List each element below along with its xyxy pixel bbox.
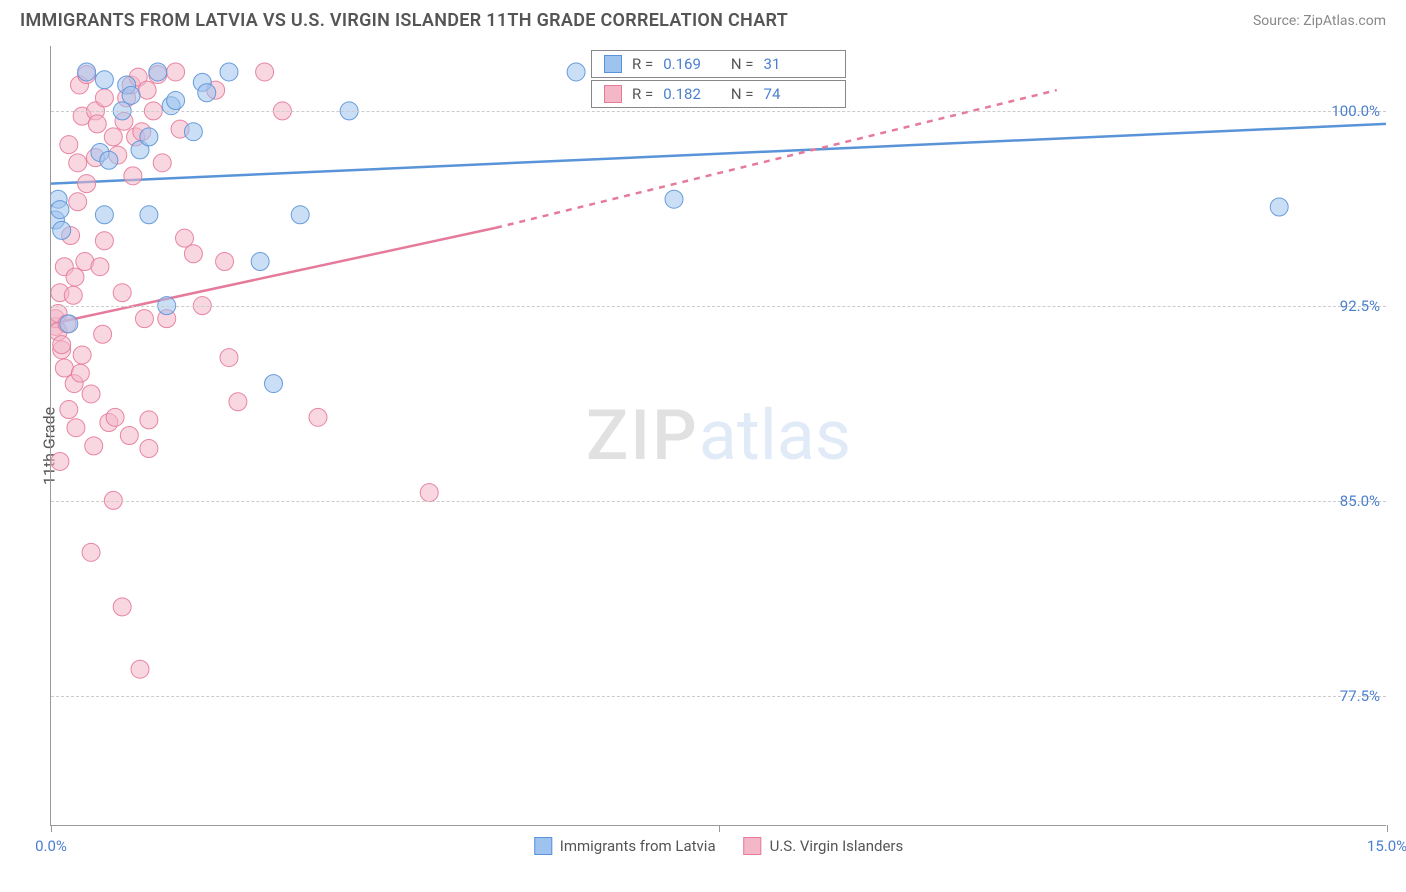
chart-title: IMMIGRANTS FROM LATVIA VS U.S. VIRGIN IS… — [20, 10, 788, 31]
x-tick-label: 0.0% — [35, 837, 67, 855]
gridline — [51, 501, 1386, 502]
plot-area: ZIPatlas R = 0.169 N = 31 R = 0.182 N = … — [50, 46, 1386, 826]
swatch-b — [604, 85, 622, 103]
gridline — [51, 696, 1386, 697]
swatch-a — [604, 55, 622, 73]
x-tick-label: 15.0% — [1367, 837, 1406, 855]
legend-item-a: Immigrants from Latvia — [534, 837, 716, 855]
x-tick-mark — [719, 825, 720, 832]
legend-item-b: U.S. Virgin Islanders — [744, 837, 904, 855]
y-tick-label: 100.0% — [1331, 102, 1380, 120]
watermark: ZIPatlas — [586, 395, 851, 477]
x-tick-mark — [51, 825, 52, 832]
legend-row-a: R = 0.169 N = 31 — [591, 50, 846, 78]
gridline — [51, 306, 1386, 307]
y-tick-label: 77.5% — [1340, 687, 1380, 705]
y-tick-label: 85.0% — [1340, 492, 1380, 510]
y-tick-label: 92.5% — [1340, 297, 1380, 315]
bottom-legend: Immigrants from Latvia U.S. Virgin Islan… — [534, 837, 904, 855]
source-label: Source: ZipAtlas.com — [1253, 13, 1386, 29]
legend-row-b: R = 0.182 N = 74 — [591, 80, 846, 108]
x-tick-mark — [1387, 825, 1388, 832]
swatch-a-icon — [534, 837, 552, 855]
gridline — [51, 111, 1386, 112]
swatch-b-icon — [744, 837, 762, 855]
